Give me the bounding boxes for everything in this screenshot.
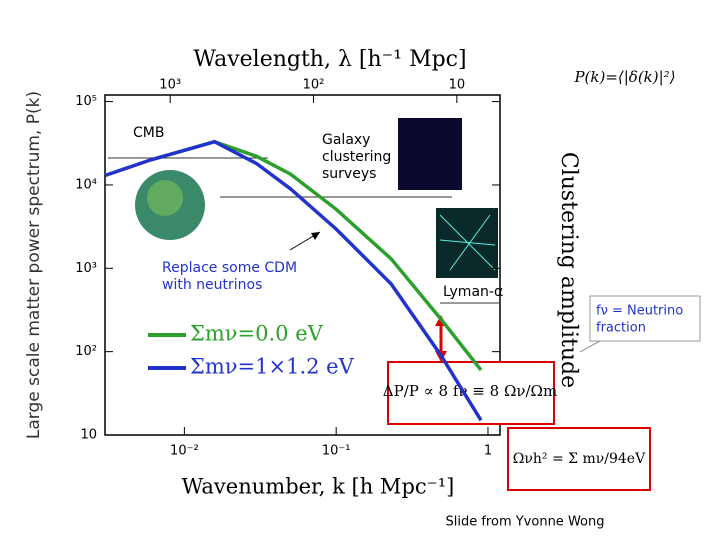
annotation: clustering	[322, 149, 391, 165]
x-tick-label: 10⁻¹	[322, 444, 351, 459]
series-line	[104, 139, 483, 422]
annotation: surveys	[322, 166, 376, 182]
x-tick-label: 1	[484, 444, 492, 459]
annotation: Lyman-α	[443, 284, 503, 300]
y-tick-label: 10	[80, 428, 97, 443]
lyman-image	[436, 208, 498, 278]
formula-box	[387, 361, 555, 425]
annotation: with neutrinos	[162, 277, 262, 293]
formula: Ωνh² = Σ mν/94eV	[513, 451, 646, 467]
x2-tick-label: 10	[449, 78, 466, 93]
x-tick-label: 10⁻²	[170, 444, 199, 459]
footer: Slide from Yvonne Wong	[446, 515, 605, 530]
y-axis-title: Large scale matter power spectrum, P(k)	[24, 91, 44, 439]
note-pointer	[579, 340, 601, 353]
lyman-image-detail	[439, 214, 496, 271]
galaxy-image	[398, 118, 462, 190]
annotation: CMB	[133, 125, 164, 141]
plot-frame	[104, 94, 501, 436]
legend-label: Σmν=0.0 eV	[190, 322, 324, 346]
note-box	[589, 295, 701, 342]
annotation: Replace some CDM	[162, 260, 297, 276]
annotation: Galaxy	[322, 132, 370, 148]
legend-label: Σmν=1×1.2 eV	[190, 355, 355, 379]
x2-tick-label: 10²	[303, 78, 325, 93]
right-axis-title: Clustering amplitude	[556, 152, 581, 388]
x-axis-title: Wavenumber, k [h Mpc⁻¹]	[182, 475, 455, 499]
y-tick-label: 10⁵	[75, 94, 97, 109]
y-tick-label: 10³	[75, 261, 97, 276]
formula: P(k)=⟨|δ(k)|²⟩	[573, 68, 675, 86]
annotation: fraction	[596, 321, 646, 336]
arrow-head	[311, 232, 320, 240]
x2-tick-label: 10³	[159, 78, 181, 93]
y-tick-label: 10⁴	[75, 177, 97, 192]
cmb-image-detail	[147, 180, 183, 216]
annotation: fν = Neutrino	[596, 304, 683, 319]
formula: ΔP/P ∝ 8 fν ≡ 8 Ων/Ωm	[383, 382, 557, 400]
formula-box	[507, 427, 651, 491]
y-tick-label: 10²	[75, 344, 97, 359]
top-axis-title: Wavelength, λ [h⁻¹ Mpc]	[193, 47, 466, 72]
